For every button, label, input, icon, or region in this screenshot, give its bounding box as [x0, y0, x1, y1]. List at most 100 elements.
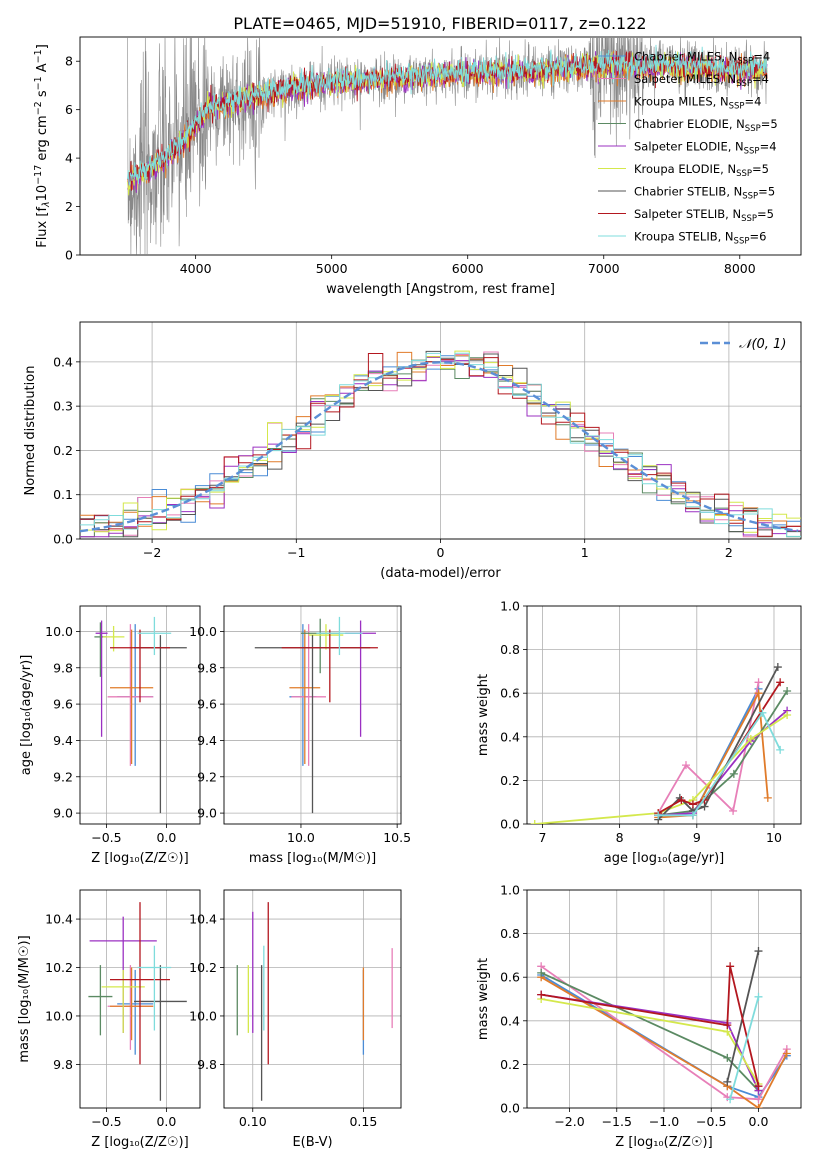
weight-point-marker: [754, 1082, 763, 1091]
data-point: [110, 629, 170, 703]
legend-ssp-subscript: SSP: [744, 147, 760, 157]
x-axis-label: Z [log₁₀(Z/Z☉)]: [615, 1135, 712, 1150]
weight-point-marker: [726, 1095, 735, 1104]
y-tick-label: 0.4: [53, 354, 73, 369]
axes-frame: [79, 889, 201, 1109]
weight-point-marker: [754, 678, 763, 687]
legend-ssp-value: 5: [768, 185, 775, 199]
panel-mass-vs-age: 10.0 10.5 9.0 9.2 9.4 9.6 9.8 10.0 mass [log₁₀(M…: [189, 605, 411, 866]
panel-metallicity-mass-weight: −2.0 −1.5 −1.0 −0.5 0.0 0.0 0.2 0.4 0.6 0.8 1.0 Z […: [476, 883, 802, 1150]
x-axis-label: (data-model)/error: [380, 566, 501, 581]
y-tick-label: 9.8: [53, 1057, 73, 1072]
legend-ssp-prefix: , N: [729, 117, 745, 131]
weight-series-line: [657, 681, 781, 814]
legend-series-name: Chabrier MILES: [634, 50, 721, 64]
weight-point-marker: [677, 796, 686, 805]
x-axis-label: Z [log₁₀(Z/Z☉)]: [91, 851, 188, 866]
weight-point-marker: [654, 811, 663, 820]
panel-spectrum: 4000 5000 6000 7000 8000 0 2 4 6 8 wavelength [Ang…: [33, 36, 802, 297]
legend-entry: Chabrier MILES, NSSP=4: [634, 50, 770, 67]
weight-point-marker: [754, 689, 763, 698]
y-tick-label: 9.4: [197, 733, 217, 748]
y-tick-label: 0: [65, 248, 73, 263]
legend-ssp-subscript: SSP: [736, 79, 752, 89]
x-tick-label: 0.15: [349, 1114, 377, 1129]
y-tick-label: 0.8: [500, 926, 520, 941]
y-tick-label: 9.0: [197, 806, 217, 821]
y-label-part: s: [35, 90, 50, 101]
weight-point-marker: [723, 1077, 732, 1086]
weight-point-marker: [723, 1021, 732, 1030]
y-tick-label: 10.0: [45, 624, 73, 639]
error-bars: [254, 616, 378, 814]
y-label-part: ]: [35, 44, 50, 49]
data-point: [289, 629, 321, 765]
data-point: [345, 620, 376, 737]
y-tick-label: 9.8: [197, 1057, 217, 1072]
legend-series-name: Salpeter MILES: [634, 72, 720, 86]
legend-ssp-prefix: , N: [720, 162, 736, 176]
y-tick-label: 9.6: [53, 697, 73, 712]
legend-series-name: Kroupa STELIB: [634, 230, 718, 244]
legend-ssp-value: 4: [763, 50, 770, 64]
y-tick-label: 6: [65, 102, 73, 117]
weight-series-line: [729, 996, 760, 1100]
legend-ssp-prefix: , N: [728, 140, 744, 154]
legend-entry: Salpeter ELODIE, NSSP=4: [634, 140, 777, 157]
data-point: [107, 965, 154, 1050]
data-point: [110, 902, 170, 1065]
y-axis-label: Flux [fλ10−17 erg cm−2 s−1 A−1]: [33, 44, 52, 248]
x-axis-label: Z [log₁₀(Z/Z☉)]: [91, 1135, 188, 1150]
data-point: [94, 622, 107, 677]
legend-ssp-prefix: , N: [718, 230, 734, 244]
x-axis-label: wavelength [Angstrom, rest frame]: [326, 282, 555, 297]
weight-point-marker: [783, 687, 792, 696]
legend-ssp-prefix: , N: [721, 50, 737, 64]
weight-point-marker: [754, 1104, 763, 1108]
legend-ssp-prefix: , N: [713, 95, 729, 109]
weight-point-marker: [729, 806, 738, 815]
weight-point-marker: [726, 962, 735, 971]
y-tick-label: 9.2: [53, 769, 73, 784]
error-bars: [88, 902, 187, 1101]
x-tick-label: 8000: [724, 261, 756, 276]
x-tick-label: 8: [616, 830, 624, 845]
x-tick-label: −0.5: [696, 1114, 726, 1129]
axes-frame: [79, 605, 201, 825]
x-tick-label: −0.5: [91, 1114, 121, 1129]
y-axis-label: mass [log₁₀(M/M☉)]: [17, 935, 32, 1062]
y-tick-label: 0.2: [500, 1057, 520, 1072]
panel-residual-histogram: −2 −1 0 1 2 0.0 0.1 0.2 0.3 0.4 (data-model)/error…: [23, 321, 802, 581]
legend-ssp-subscript: SSP: [742, 192, 758, 202]
axes-frame: [223, 889, 402, 1109]
y-label-sup: −1: [33, 49, 44, 63]
y-tick-label: 0.4: [500, 1013, 520, 1028]
x-tick-label: 10: [766, 830, 782, 845]
histogram-series: [80, 352, 801, 537]
x-tick-label: 4000: [180, 261, 212, 276]
legend-entry: Chabrier STELIB, NSSP=5: [634, 185, 775, 202]
x-tick-label: −1.0: [649, 1114, 679, 1129]
legend-series-name: Chabrier STELIB: [634, 185, 726, 199]
x-tick-label: 0.0: [749, 1114, 769, 1129]
legend-ssp-eq: =: [760, 140, 770, 154]
weight-series-line: [658, 690, 769, 819]
y-tick-label: 9.4: [53, 733, 73, 748]
y-tick-label: 2: [65, 199, 73, 214]
y-tick-label: 10.0: [189, 624, 217, 639]
data-point: [300, 618, 340, 674]
weight-point-marker: [530, 820, 539, 824]
data-point: [308, 624, 344, 650]
y-axis-label: mass weight: [476, 958, 491, 1040]
weight-lines: [530, 663, 792, 824]
y-axis-label: age [log₁₀(age/yr)]: [19, 655, 34, 776]
x-axis-label: mass [log₁₀(M/M☉)]: [249, 851, 376, 866]
legend-ssp-eq: =: [761, 117, 771, 131]
legend-ssp-eq: =: [744, 95, 754, 109]
legend-ssp-prefix: , N: [725, 207, 741, 221]
panel-metallicity-vs-age: −0.5 0.0 9.0 9.2 9.4 9.6 9.8 10.0 Z [log₁₀(Z/Z☉)…: [19, 605, 201, 866]
x-tick-label: −2: [143, 545, 161, 560]
legend-ssp-subscript: SSP: [734, 237, 750, 247]
